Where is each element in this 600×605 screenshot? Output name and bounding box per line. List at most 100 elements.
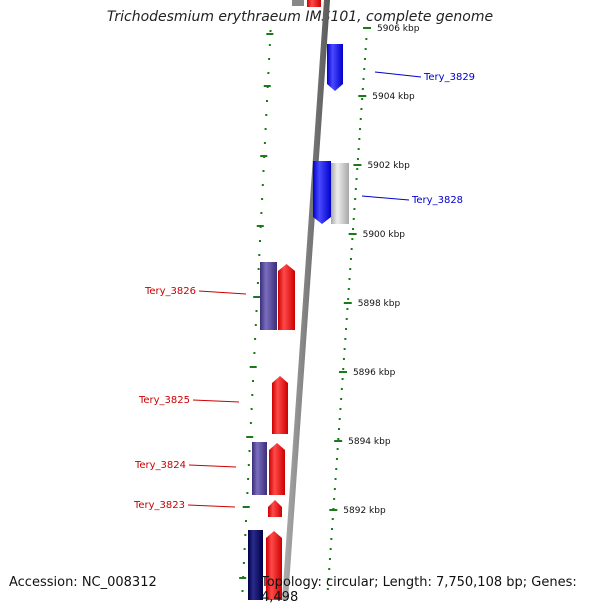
scale-tick — [353, 164, 362, 166]
scale-tick — [343, 302, 352, 304]
ring-dot — [326, 588, 329, 590]
ring-dot — [340, 398, 343, 400]
gene-label-tery-3828[interactable]: Tery_3828 — [411, 195, 463, 206]
ring-dot — [244, 534, 247, 536]
ring-dot — [356, 168, 359, 170]
ring-dot — [247, 464, 250, 466]
ring-dot — [259, 240, 261, 242]
ring-dot — [342, 368, 345, 370]
gene-shape — [307, 0, 321, 7]
gene-label-tery-3825[interactable]: Tery_3825 — [138, 395, 190, 406]
gene-label-tery-3829[interactable]: Tery_3829 — [423, 72, 475, 83]
ring-dot — [364, 48, 367, 50]
gene-tery-3824-arrow — [269, 443, 285, 495]
ring-dot — [331, 528, 334, 530]
scale-tick-label: 5898 kbp — [358, 299, 401, 309]
gene-shape — [269, 443, 285, 495]
ring-dot — [346, 308, 349, 310]
ring-dot — [341, 378, 344, 380]
gene-tery-3823-arrow — [268, 500, 282, 517]
ring-dot — [246, 492, 249, 494]
ring-dot — [347, 298, 350, 300]
dash-mark — [266, 33, 274, 35]
ring-dot — [260, 212, 263, 214]
ring-dot — [266, 100, 268, 102]
accession-label: Accession: NC_008312 — [9, 575, 157, 590]
ring-dot — [356, 158, 359, 160]
gene-tery-3828-arrow — [313, 161, 331, 224]
ring-dot — [254, 338, 257, 340]
ring-dot — [355, 178, 358, 180]
ring-dot — [336, 448, 339, 450]
map-title: Trichodesmium erythraeum IMS101, complet… — [106, 9, 494, 25]
ring-dot — [255, 310, 258, 312]
ring-dot — [363, 58, 366, 60]
scale-tick-label: 5906 kbp — [377, 24, 420, 34]
ring-dot — [352, 228, 355, 230]
dash-mark — [249, 366, 257, 368]
right-dot-ring — [326, 38, 368, 590]
ring-dot — [365, 38, 368, 40]
ring-dot — [268, 44, 271, 46]
ring-dot — [242, 562, 245, 564]
ring-dot — [329, 548, 332, 550]
cds-tery-3826-bar — [260, 262, 277, 330]
ring-dot — [340, 388, 343, 390]
ring-dot — [343, 348, 346, 350]
leader-line-tery-3826 — [198, 290, 247, 295]
ring-dot — [359, 118, 362, 120]
ring-dot — [363, 68, 366, 70]
ring-dot — [269, 30, 272, 32]
ring-dot — [328, 568, 331, 570]
scale-tick — [338, 371, 347, 373]
gene-shape — [292, 0, 304, 6]
partial-feature-red — [307, 0, 321, 7]
ring-dot — [350, 248, 353, 250]
dash-mark — [263, 85, 271, 87]
ring-dot — [335, 468, 338, 470]
gene-tery-3826-arrow — [278, 264, 295, 330]
ring-dot — [342, 358, 345, 360]
ring-dot — [333, 498, 336, 500]
gene-tery-3825-arrow — [272, 376, 288, 434]
ring-dot — [263, 142, 266, 144]
ring-dot — [254, 324, 257, 326]
leader-line-tery-3824 — [188, 464, 237, 468]
ring-dot — [330, 538, 333, 540]
ring-dot — [349, 268, 352, 270]
gene-shape — [327, 44, 343, 91]
ring-dot — [338, 428, 341, 430]
left-dash-marks — [239, 33, 274, 579]
ring-dot — [360, 108, 363, 110]
ring-dot — [267, 72, 270, 74]
gene-shape — [248, 530, 263, 600]
ring-dot — [265, 114, 268, 116]
gene-shape — [266, 531, 282, 600]
ring-dot — [262, 170, 265, 172]
ring-dot — [345, 328, 348, 330]
scale-tick-label: 5892 kbp — [343, 506, 386, 516]
ring-dot — [357, 148, 360, 150]
scale-ticks: 5906 kbp 5904 kbp 5902 kbp 5900 kbp 5898 kbp… — [329, 24, 420, 516]
gene-label-tery-3823[interactable]: Tery_3823 — [133, 500, 185, 511]
ring-dot — [241, 590, 244, 592]
leader-line-tery-3823 — [187, 504, 236, 508]
dash-mark — [260, 155, 268, 157]
gene-tery-3829-arrow — [327, 44, 343, 91]
ring-dot — [339, 408, 342, 410]
dash-mark — [253, 296, 261, 298]
ring-dot — [354, 188, 357, 190]
gene-shape — [260, 262, 277, 330]
gene-label-tery-3824[interactable]: Tery_3824 — [134, 460, 186, 471]
ring-dot — [337, 438, 340, 440]
gene-label-tery-3826[interactable]: Tery_3826 — [144, 286, 196, 297]
ring-dot — [328, 558, 331, 560]
leader-line-tery-3828 — [361, 195, 410, 201]
ring-dot — [253, 352, 256, 354]
ring-dot — [245, 520, 247, 522]
ring-dot — [334, 478, 337, 480]
leader-line-tery-3825 — [192, 399, 240, 403]
ring-dot — [361, 98, 364, 100]
ring-dot — [333, 488, 336, 490]
